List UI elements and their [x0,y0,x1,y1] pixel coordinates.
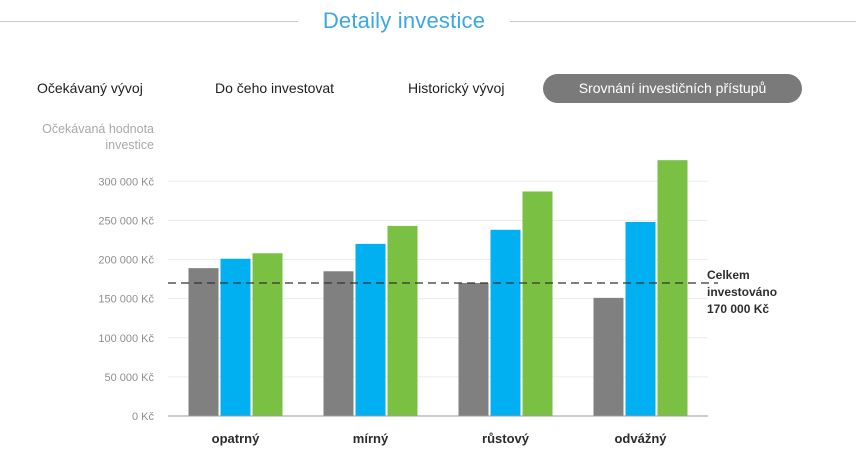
header-divider-right [510,21,856,22]
bar [625,221,656,416]
bar [490,229,521,416]
y-tick-label: 300 000 Kč [98,176,154,188]
bar [387,225,418,416]
y-axis-label: Očekávaná hodnota investice [42,122,154,152]
x-category-label: růstový [482,431,530,446]
tab-compare-approaches[interactable]: Srovnání investičních přístupů [543,74,802,103]
bar [458,283,489,416]
y-tick-label: 250 000 Kč [98,215,154,227]
x-category-label: mírný [353,431,389,446]
y-tick-label: 100 000 Kč [98,333,154,345]
tab-what-to-invest-in[interactable]: Do čeho investovat [215,80,335,96]
page-title: Detaily investice [322,8,486,33]
tab-bar: Očekávaný vývoj Do čeho investovat Histo… [0,74,856,104]
y-tick-label: 0 Kč [132,411,155,423]
bar [323,271,354,416]
header-divider-left [0,21,298,22]
tab-expected-development[interactable]: Očekávaný vývoj [37,80,143,96]
bar [188,268,219,416]
y-tick-label: 50 000 Kč [104,372,154,384]
reference-line-label: Celkem investováno 170 000 Kč [707,268,778,316]
bar [355,243,386,416]
x-category-label: opatrný [212,431,260,446]
x-category-label: odvážný [614,431,667,446]
tab-historical-development[interactable]: Historický vývoj [408,80,505,96]
y-tick-label: 150 000 Kč [98,294,154,306]
bar [522,191,553,416]
bar [657,160,688,416]
page-header: Detaily investice [0,0,856,46]
bar [593,297,624,416]
bar [252,253,283,416]
bar [220,258,251,416]
y-tick-label: 200 000 Kč [98,255,154,267]
